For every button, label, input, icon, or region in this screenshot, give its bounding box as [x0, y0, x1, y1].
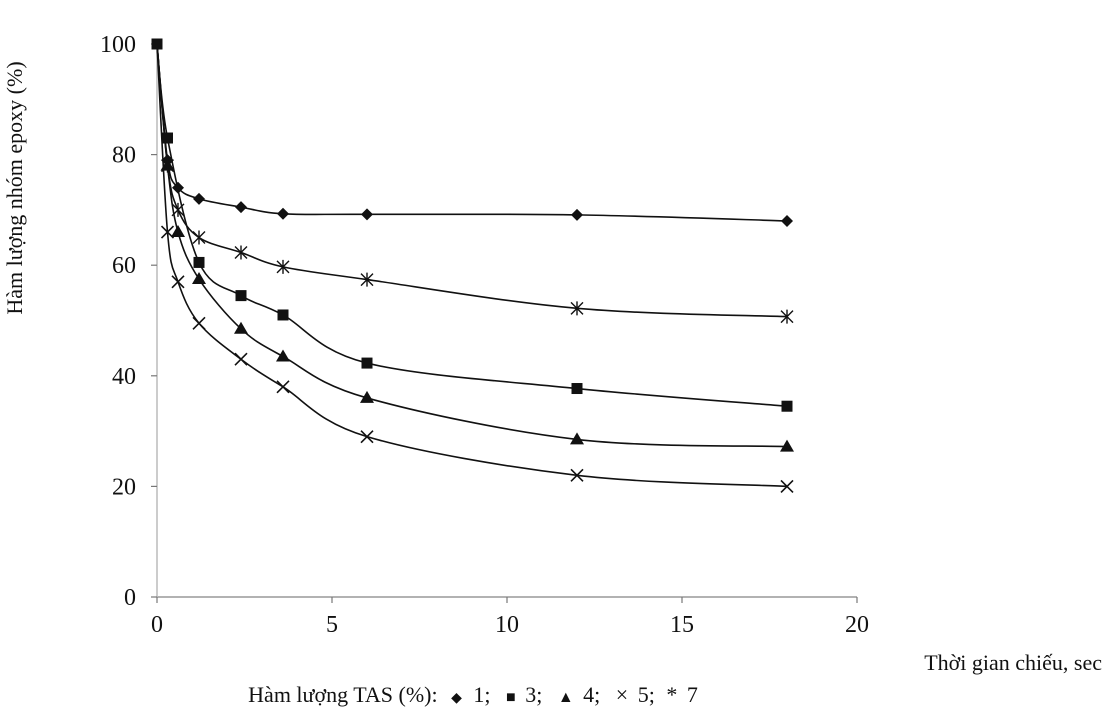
- point-s1: [361, 208, 373, 221]
- point-s7: [171, 202, 185, 217]
- x-tick-label: 20: [845, 612, 869, 638]
- point-s4: [192, 272, 206, 285]
- legend-label-1: 1;: [473, 682, 490, 707]
- point-s7: [360, 272, 374, 287]
- point-s5: [160, 225, 175, 239]
- point-s3: [277, 309, 289, 321]
- point-s4: [171, 225, 185, 238]
- x-tick-label: 5: [326, 612, 338, 638]
- point-s1: [781, 214, 793, 227]
- legend-label-3: 3;: [525, 682, 542, 707]
- y-axis-title: Hàm lượng nhóm epoxy (%): [2, 61, 27, 314]
- point-s3: [361, 357, 373, 369]
- point-s1: [193, 192, 205, 205]
- x-tick-label: 0: [151, 612, 163, 638]
- x-tick-label: 15: [670, 612, 694, 638]
- series-line-3: [156, 43, 788, 408]
- point-s3: [781, 400, 793, 412]
- point-s1: [277, 207, 289, 220]
- legend-label-5: 5;: [638, 682, 655, 707]
- point-s1: [571, 208, 583, 221]
- point-s7: [780, 309, 794, 324]
- y-tick-label: 60: [112, 253, 136, 279]
- point-s4: [780, 439, 794, 452]
- point-s7: [570, 301, 584, 316]
- point-s5: [171, 275, 185, 289]
- point-s7: [276, 259, 290, 274]
- y-tick-label: 80: [112, 143, 136, 169]
- point-s5: [360, 430, 374, 444]
- legend-marker-1: ◆: [451, 691, 462, 706]
- legend-marker-7: *: [666, 682, 677, 707]
- point-s3: [571, 383, 583, 395]
- point-s5: [192, 316, 206, 330]
- legend-marker-3: ■: [506, 689, 516, 706]
- point-s5: [780, 479, 794, 493]
- legend-marker-5: ×: [616, 682, 628, 707]
- y-tick-label: 100: [100, 32, 136, 58]
- series-line-5: [156, 43, 788, 488]
- point-s1: [172, 181, 184, 194]
- point-s7: [192, 230, 206, 245]
- legend: Hàm lượng TAS (%): ◆ 1; ■ 3; ▲ 4; × 5; *…: [248, 682, 698, 707]
- series-markers: [151, 38, 794, 493]
- legend-label-7: 7: [687, 682, 698, 707]
- series-line-1: [156, 43, 788, 222]
- legend-marker-4: ▲: [558, 689, 574, 706]
- point-s4: [360, 390, 374, 403]
- point-s4: [234, 321, 248, 334]
- point-s7: [161, 158, 174, 173]
- series-curves: [156, 43, 788, 488]
- point-s1: [235, 201, 247, 214]
- y-tick-label: 40: [112, 364, 136, 390]
- axes: [156, 44, 857, 598]
- point-s5: [570, 468, 584, 482]
- y-tick-label: 20: [112, 474, 136, 500]
- point-s3: [235, 290, 247, 302]
- point-s5: [276, 380, 290, 394]
- x-ticks: 0 5 10 15 20: [151, 597, 869, 638]
- point-s5: [234, 352, 248, 366]
- y-ticks: 0 20 40 60 80 100: [100, 32, 157, 611]
- point-start: [151, 38, 163, 50]
- point-s7: [234, 245, 248, 260]
- legend-prefix: Hàm lượng TAS (%):: [248, 682, 437, 707]
- series-line-7: [156, 43, 788, 318]
- point-s4: [276, 349, 290, 362]
- x-tick-label: 10: [495, 612, 519, 638]
- point-s4: [570, 432, 584, 445]
- series-line-4: [156, 43, 788, 448]
- point-s3: [162, 132, 173, 144]
- y-tick-label: 0: [124, 585, 136, 611]
- point-s3: [193, 256, 205, 268]
- legend-label-4: 4;: [583, 682, 600, 707]
- x-axis-title: Thời gian chiếu, sec: [924, 650, 1102, 675]
